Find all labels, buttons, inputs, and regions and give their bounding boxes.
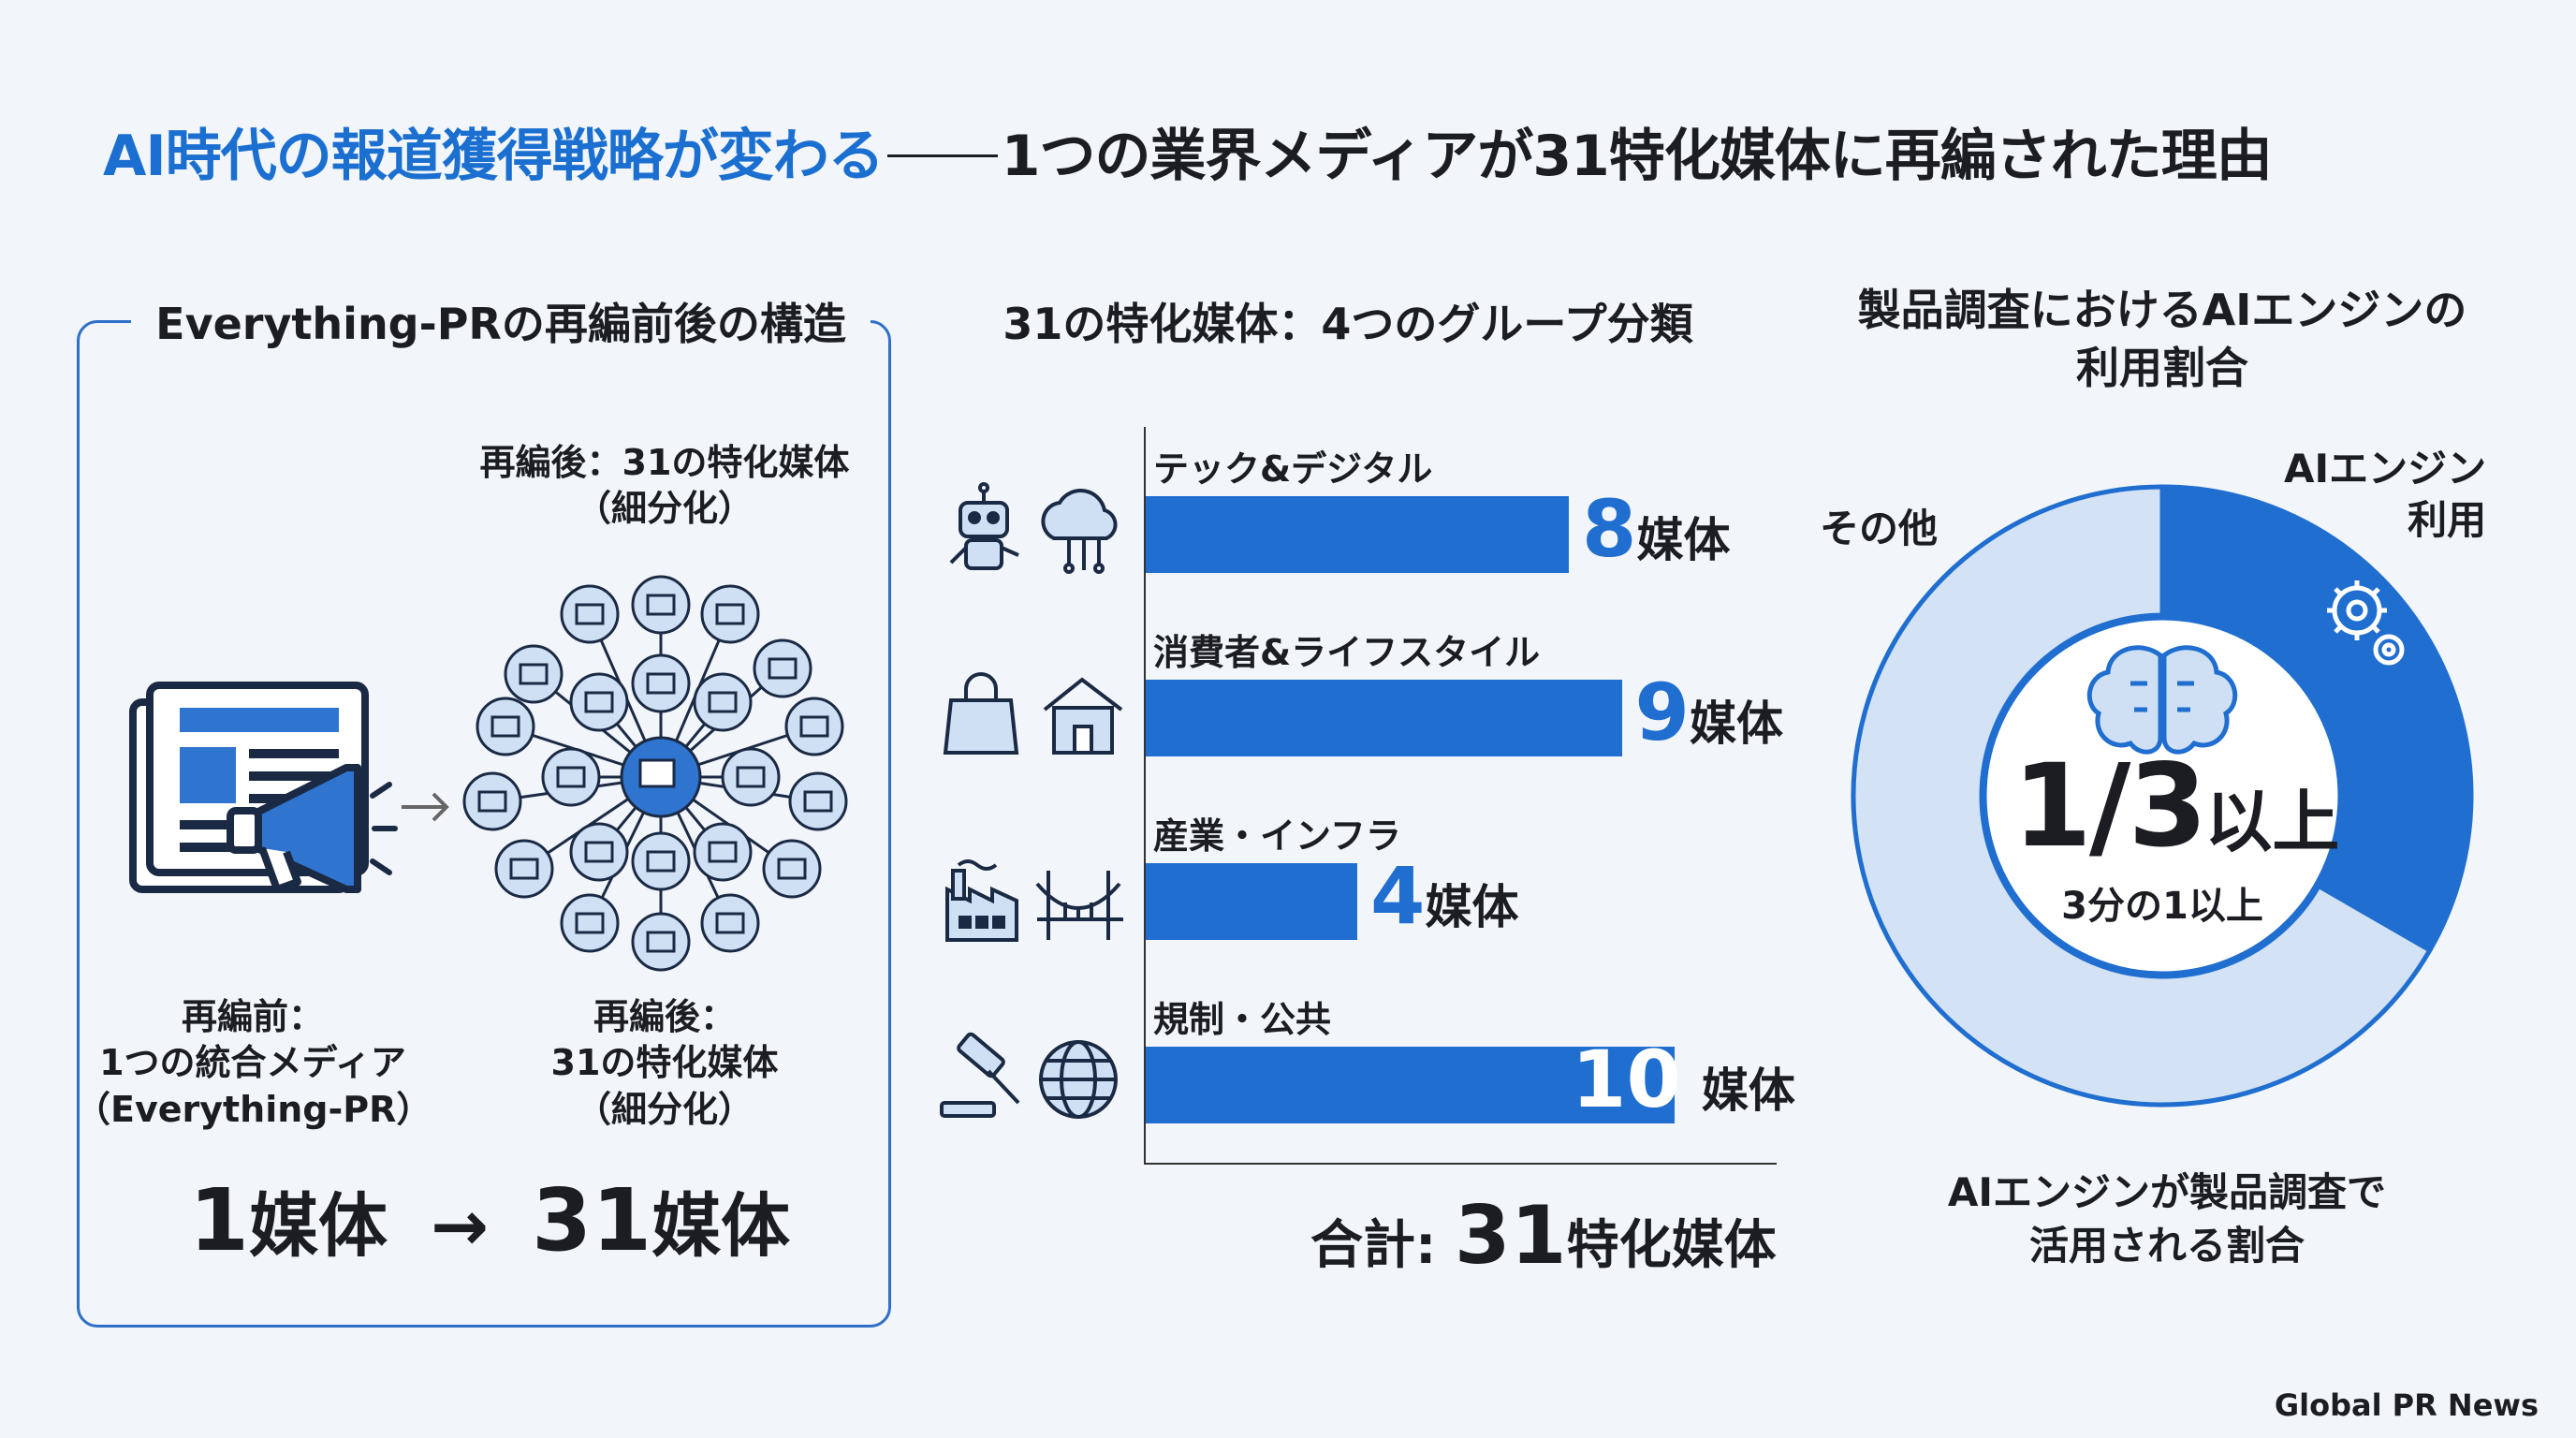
after-top-label-line1: 再編後：31の特化媒体	[479, 442, 850, 483]
total-suffix: 特化媒体	[1566, 1215, 1777, 1276]
media-count-change: 1媒体 → 31媒体	[189, 1170, 790, 1270]
donut-chart	[1851, 484, 2474, 1108]
total-number: 31	[1454, 1189, 1567, 1283]
after-label-line1: 再編後：	[593, 996, 736, 1037]
after-label-line3: （細分化）	[575, 1088, 754, 1130]
transition-arrow-icon	[402, 792, 449, 822]
media-network-icon	[462, 575, 848, 972]
robot-cloud-icons	[949, 482, 1118, 574]
from-unit: 媒体	[249, 1186, 388, 1267]
donut-center-value: 1/3以上	[2012, 740, 2339, 873]
bar-value: 4媒体	[1370, 850, 1518, 942]
donut-center-subtext: 3分の1以上	[2061, 885, 2263, 928]
donut-note-line1: AIエンジンが製品調査で	[1947, 1169, 2387, 1215]
cloud-network-icon	[1041, 489, 1118, 574]
bar-axis-y	[1144, 427, 1146, 1165]
bar-category-label: 産業・インフラ	[1153, 815, 1401, 857]
after-label-line2: 31の特化媒体	[550, 1042, 779, 1084]
after-top-label-line2: （細分化）	[575, 488, 754, 530]
source-credit: Global PR News	[2274, 1387, 2539, 1423]
donut-label-other: その他	[1820, 506, 1939, 551]
title-part1: AI時代の報道獲得戦略が変わる	[103, 124, 885, 189]
donut-center-fraction: 1/3	[2012, 740, 2207, 873]
before-label-line2: 1つの統合メディア	[99, 1042, 406, 1084]
bar	[1146, 863, 1357, 940]
bar	[1146, 496, 1569, 573]
donut-note-line2: 活用される割合	[2028, 1222, 2305, 1269]
bar-value-unit: 媒体	[1425, 880, 1519, 934]
globe-icon	[1039, 1040, 1118, 1119]
donut-note: AIエンジンが製品調査で 活用される割合	[1825, 1167, 2509, 1272]
newspaper-megaphone-icon	[129, 682, 398, 893]
bar	[1146, 680, 1622, 756]
before-label-line1: 再編前：	[181, 996, 324, 1037]
to-unit: 媒体	[651, 1186, 791, 1267]
left-panel-heading: Everything-PRの再編前後の構造	[131, 290, 871, 352]
bar-value: 9媒体	[1635, 667, 1783, 758]
donut-center	[1982, 615, 2343, 976]
bar-value-label: 8	[1582, 483, 1637, 575]
robot-icon	[949, 482, 1019, 570]
donut-slice-other	[1851, 484, 2434, 1108]
bar-value: 8媒体	[1582, 483, 1730, 575]
gavel-icon	[940, 1032, 1020, 1118]
page-title: AI時代の報道獲得戦略が変わる 1つの業界メディアが31特化媒体に再編された理由	[103, 110, 2273, 192]
before-label-line3: （Everything-PR）	[75, 1088, 432, 1130]
to-count: 31	[532, 1170, 652, 1270]
after-top-label: 再編後：31の特化媒体 （細分化）	[440, 440, 889, 533]
donut-slice-ai	[2159, 484, 2474, 954]
bar-category-label: テック&デジタル	[1153, 448, 1433, 490]
gear-icon	[2327, 580, 2405, 666]
title-part2: 1つの業界メディアが31特化媒体に再編された理由	[1001, 124, 2273, 189]
after-label: 再編後： 31の特化媒体 （細分化）	[487, 994, 842, 1133]
donut-label-ai: AIエンジン 利用	[2284, 444, 2486, 546]
before-label: 再編前： 1つの統合メディア （Everything-PR）	[75, 994, 432, 1133]
bar-chart-title: 31の特化媒体：4つのグループ分類	[1003, 299, 1693, 349]
total-prefix: 合計:	[1310, 1215, 1455, 1276]
donut-title-line2: 利用割合	[2076, 343, 2248, 394]
donut-center-unit: 以上	[2204, 783, 2340, 861]
bar-axis-x	[1144, 1163, 1777, 1165]
donut-chart-title: 製品調査におけるAIエンジンの 利用割合	[1778, 281, 2546, 397]
shopping-bag-icon	[943, 672, 1019, 755]
bar-value-label: 4	[1370, 850, 1426, 942]
bag-house-icons	[943, 672, 1123, 755]
bridge-icon	[1035, 871, 1123, 940]
factory-bridge-icons	[945, 859, 1123, 942]
bar-value: 10 媒体	[1572, 1034, 1795, 1125]
bar-value-unit: 媒体	[1689, 697, 1783, 751]
bar-value-label: 10	[1572, 1034, 1681, 1125]
donut-label-ai-line1: AIエンジン	[2284, 446, 2487, 492]
bar-value-unit: 媒体	[1701, 1064, 1795, 1118]
bar-value-unit: 媒体	[1636, 513, 1731, 567]
bar	[1146, 1047, 1675, 1123]
title-dash	[886, 154, 998, 157]
bar-chart-total: 合計: 31特化媒体	[1310, 1189, 1777, 1283]
donut-label-ai-line2: 利用	[2408, 496, 2487, 543]
factory-icon	[945, 859, 1018, 942]
from-count: 1	[189, 1170, 250, 1270]
donut-segments	[1851, 484, 2474, 1108]
bar-category-label: 消費者&ライフスタイル	[1153, 632, 1541, 673]
gavel-globe-icons	[940, 1032, 1118, 1119]
donut-title-line1: 製品調査におけるAIエンジンの	[1857, 285, 2467, 335]
brain-icon	[2086, 645, 2238, 755]
house-icon	[1043, 677, 1123, 755]
count-arrow: →	[431, 1186, 490, 1267]
bar-category-label: 規制・公共	[1153, 999, 1332, 1040]
bar-value-label: 9	[1634, 667, 1690, 758]
